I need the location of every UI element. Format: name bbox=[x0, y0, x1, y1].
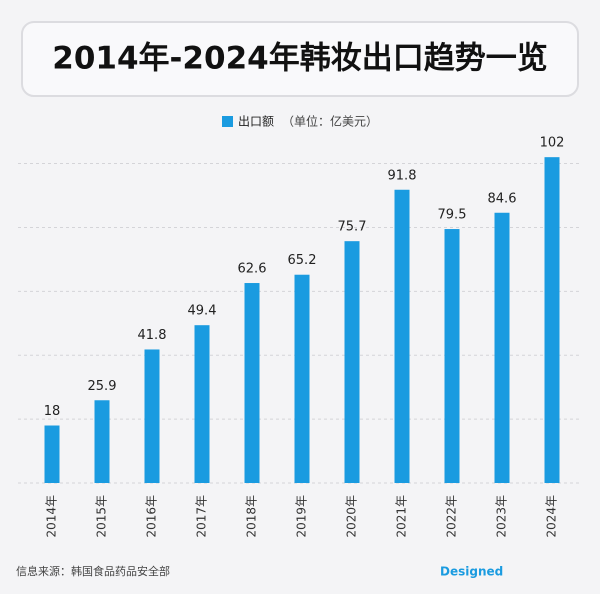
legend-label: 出口额 bbox=[238, 115, 274, 129]
x-tick-label: 2018年 bbox=[245, 495, 259, 538]
x-tick-label: 2022年 bbox=[445, 495, 459, 538]
source-note: 信息来源：韩国食品药品安全部 bbox=[16, 564, 170, 578]
bar bbox=[544, 157, 560, 483]
x-tick-label: 2015年 bbox=[95, 495, 109, 538]
value-label: 75.7 bbox=[338, 220, 367, 235]
unit-note: （单位：亿美元） bbox=[282, 114, 378, 129]
x-tick-label: 2016年 bbox=[145, 495, 159, 538]
value-label: 65.2 bbox=[288, 253, 317, 268]
value-label: 84.6 bbox=[488, 191, 517, 206]
bar bbox=[244, 283, 260, 483]
value-label: 49.4 bbox=[188, 304, 217, 319]
bar bbox=[194, 325, 210, 483]
bar bbox=[94, 400, 110, 483]
legend-swatch bbox=[222, 116, 233, 127]
bar bbox=[394, 189, 410, 483]
credit: Designed bbox=[440, 565, 503, 579]
value-label: 62.6 bbox=[238, 262, 267, 277]
value-label: 25.9 bbox=[88, 379, 117, 394]
bar bbox=[294, 274, 310, 483]
x-tick-label: 2021年 bbox=[395, 495, 409, 538]
value-label: 102 bbox=[540, 136, 565, 151]
x-tick-label: 2023年 bbox=[495, 495, 509, 538]
bar bbox=[44, 425, 60, 483]
x-tick-label: 2024年 bbox=[545, 495, 559, 538]
bar bbox=[444, 229, 460, 483]
value-label: 79.5 bbox=[438, 208, 467, 223]
x-tick-label: 2014年 bbox=[45, 495, 59, 538]
x-tick-label: 2020年 bbox=[345, 495, 359, 538]
x-tick-label: 2017年 bbox=[195, 495, 209, 538]
title-box bbox=[21, 21, 579, 97]
x-tick-label: 2019年 bbox=[295, 495, 309, 538]
value-label: 41.8 bbox=[138, 328, 167, 343]
value-label: 18 bbox=[44, 404, 61, 419]
value-label: 91.8 bbox=[388, 168, 417, 183]
chart-title: 2014年-2024年韩妆出口趋势一览 bbox=[52, 41, 547, 77]
bar bbox=[344, 241, 360, 483]
bar bbox=[494, 212, 510, 483]
bar bbox=[144, 349, 160, 483]
